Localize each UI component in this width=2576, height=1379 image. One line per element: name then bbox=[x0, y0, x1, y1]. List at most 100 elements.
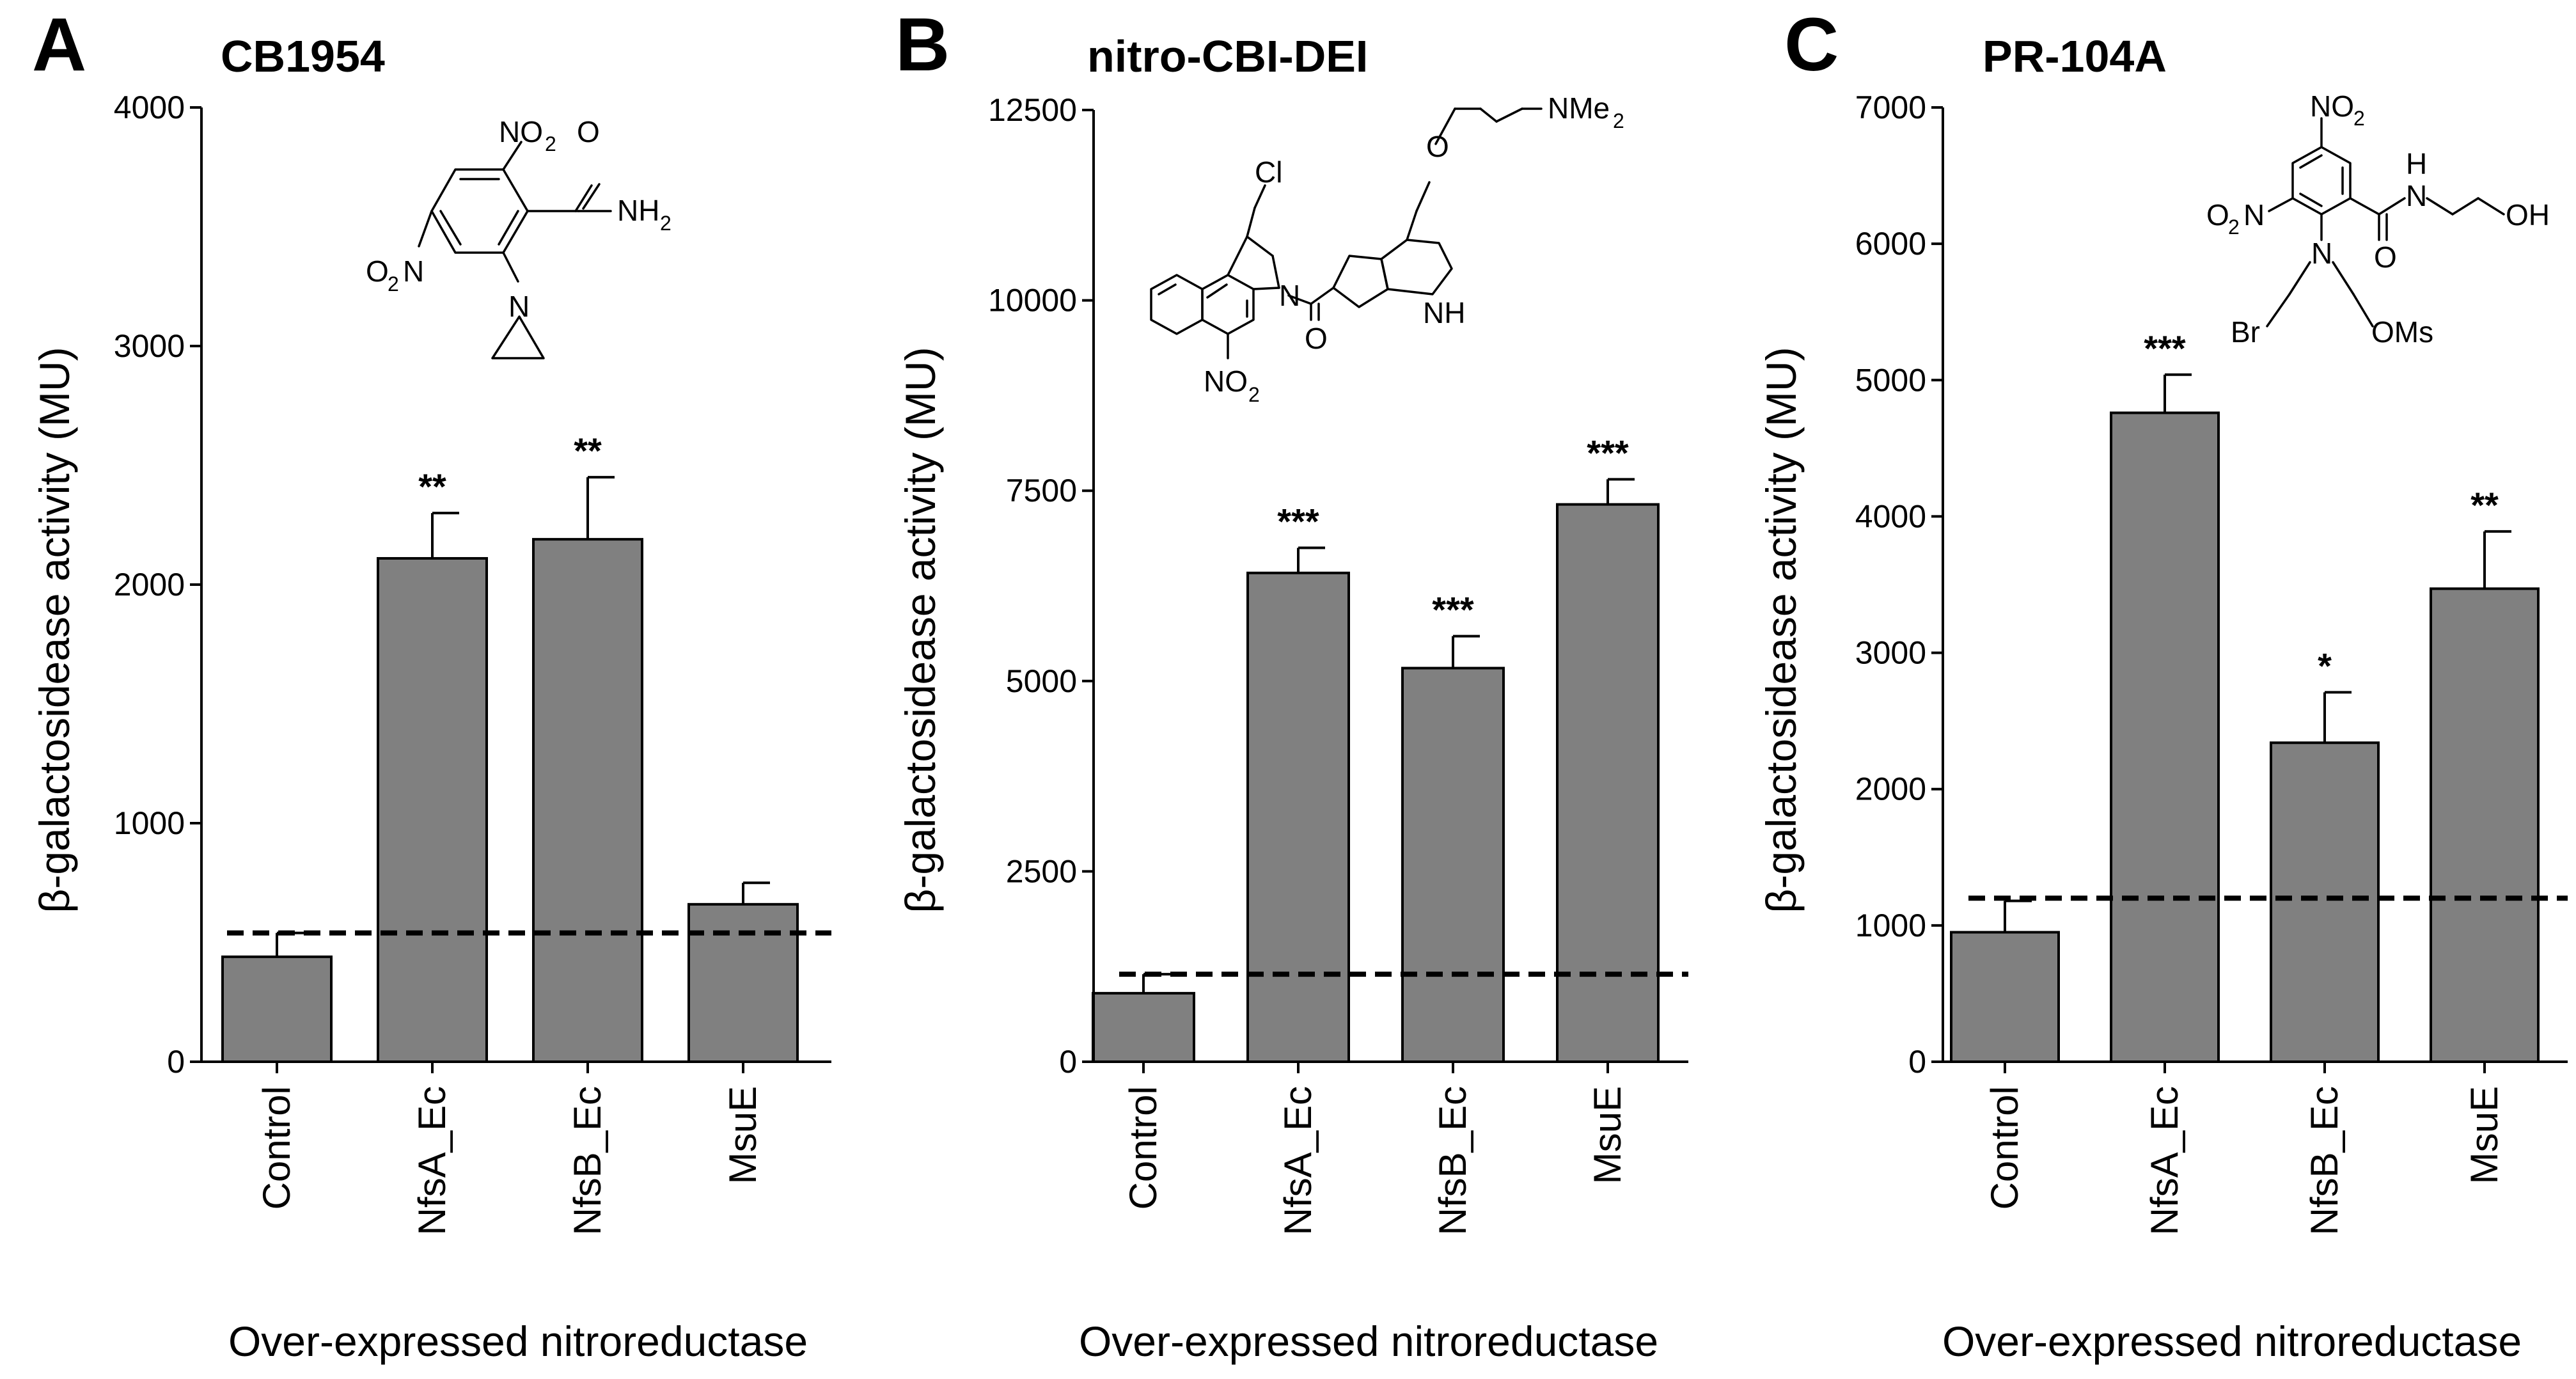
chemical-structure-cb1954: NO 2 O NH 2 O 2 N N bbox=[366, 115, 671, 359]
x-tick-label-c-0: Control bbox=[1983, 1086, 2026, 1210]
pr104a-no2-left-n: N bbox=[2243, 198, 2265, 232]
x-tick-label-a-2: NfsB_Ec bbox=[566, 1086, 609, 1235]
pr104a-no2-left-o: O bbox=[2206, 198, 2229, 232]
pr104a-no2-top: NO bbox=[2310, 90, 2354, 123]
cbi-no2: NO bbox=[1204, 365, 1248, 398]
y-tick-label-c-1: 1000 bbox=[1855, 908, 1926, 943]
bar-a-0 bbox=[221, 955, 333, 1063]
x-tick-label-c-3: MsuE bbox=[2463, 1086, 2506, 1184]
x-axis-label-a: Over-expressed nitroreductase bbox=[228, 1318, 808, 1365]
y-tick-label-a-2: 2000 bbox=[114, 567, 185, 603]
pr104a-carbonyl-o: O bbox=[2374, 240, 2397, 274]
pr104a-no2-top-sub: 2 bbox=[2353, 107, 2365, 130]
bar-b-0 bbox=[1092, 991, 1195, 1064]
cb1954-aziridine-n: N bbox=[508, 290, 530, 323]
cb1954-amide-sub: 2 bbox=[660, 212, 671, 235]
panel-letter-b: B bbox=[895, 3, 950, 87]
panel-letter-c: C bbox=[1784, 3, 1839, 87]
y-tick-label-b-3: 7500 bbox=[1006, 473, 1077, 508]
cbi-ether-o: O bbox=[1426, 130, 1449, 163]
y-axis-label-a: β-galactosidease activity (MU) bbox=[31, 347, 78, 913]
cbi-nh: NH bbox=[1423, 296, 1465, 329]
significance-b-1: *** bbox=[1277, 501, 1319, 541]
y-tick-label-a-0: 0 bbox=[167, 1044, 185, 1080]
bar-a-2 bbox=[532, 538, 643, 1063]
significance-b-3: *** bbox=[1587, 432, 1629, 473]
y-tick-label-b-0: 0 bbox=[1059, 1044, 1077, 1080]
x-tick-label-b-0: Control bbox=[1122, 1086, 1165, 1210]
pr104a-no2-left-sub: 2 bbox=[2228, 216, 2240, 239]
cb1954-no2-left-o: O bbox=[366, 255, 389, 288]
plot-area-c: Control *** NfsA_Ec * NfsB_Ec ** MsuE 0 1000 2000… bbox=[1855, 90, 2568, 1235]
panel-a: A CB1954 β-galactosidease activity (MU) … bbox=[31, 3, 831, 1365]
panel-letter-a: A bbox=[32, 3, 86, 87]
plot-area-a: Control ** NfsA_Ec ** NfsB_Ec MsuE 0 1000 2000 30… bbox=[114, 90, 831, 1235]
bar-b-2 bbox=[1401, 666, 1505, 1064]
x-axis-label-b: Over-expressed nitroreductase bbox=[1079, 1318, 1658, 1365]
panel-title-a: CB1954 bbox=[221, 31, 385, 81]
panel-c: C PR-104A β-galactosidease activity (MU)… bbox=[1757, 3, 2568, 1365]
pr104a-n-center: N bbox=[2311, 237, 2332, 270]
pr104a-br: Br bbox=[2231, 315, 2260, 349]
y-axis-label-b: β-galactosidease activity (MU) bbox=[897, 347, 944, 913]
y-tick-label-c-2: 2000 bbox=[1855, 771, 1926, 807]
y-tick-label-c-0: 0 bbox=[1908, 1044, 1926, 1080]
chemical-structure-pr104a: NO 2 O 2 N N O H N OH Br OMs bbox=[2206, 90, 2550, 349]
pr104a-amide-n: N bbox=[2406, 179, 2427, 212]
significance-a-1: ** bbox=[418, 466, 446, 507]
y-tick-label-c-3: 3000 bbox=[1855, 635, 1926, 671]
cb1954-amide: NH bbox=[617, 194, 659, 227]
cb1954-no2-left-n: N bbox=[403, 255, 424, 288]
cb1954-no2-left-sub: 2 bbox=[388, 272, 399, 296]
pr104a-oms: OMs bbox=[2371, 315, 2433, 349]
bar-b-1 bbox=[1246, 571, 1350, 1063]
cb1954-no2-top-sub: 2 bbox=[545, 132, 556, 155]
cbi-nme-sub: 2 bbox=[1613, 109, 1624, 132]
cb1954-carbonyl-o: O bbox=[577, 115, 600, 148]
y-tick-label-c-7: 7000 bbox=[1855, 90, 1926, 125]
y-axis-label-c: β-galactosidease activity (MU) bbox=[1757, 347, 1805, 913]
x-tick-label-b-3: MsuE bbox=[1586, 1086, 1629, 1184]
panel-title-c: PR-104A bbox=[1983, 31, 2167, 81]
significance-c-2: * bbox=[2318, 645, 2332, 686]
pr104a-oh: OH bbox=[2506, 198, 2550, 232]
y-tick-label-b-1: 2500 bbox=[1006, 853, 1077, 889]
bar-c-1 bbox=[2110, 411, 2220, 1063]
significance-b-2: *** bbox=[1432, 590, 1474, 630]
cbi-no2-sub: 2 bbox=[1248, 383, 1260, 406]
y-tick-label-a-4: 4000 bbox=[114, 90, 185, 125]
y-tick-label-b-5: 12500 bbox=[988, 92, 1077, 128]
cbi-carbonyl-o: O bbox=[1305, 322, 1328, 355]
x-tick-label-b-2: NfsB_Ec bbox=[1431, 1086, 1474, 1235]
x-tick-label-c-1: NfsA_Ec bbox=[2143, 1086, 2186, 1235]
bar-b-3 bbox=[1556, 503, 1660, 1063]
cbi-ring-n: N bbox=[1279, 279, 1300, 312]
y-tick-label-b-4: 10000 bbox=[988, 283, 1077, 319]
plot-area-b: Control *** NfsA_Ec *** NfsB_Ec *** MsuE 0 2500 5… bbox=[988, 92, 1688, 1235]
bar-a-1 bbox=[377, 556, 488, 1063]
panel-title-b: nitro-CBI-DEI bbox=[1087, 31, 1368, 81]
bar-a-3 bbox=[687, 902, 799, 1063]
y-tick-label-a-3: 3000 bbox=[114, 328, 185, 364]
significance-c-1: *** bbox=[2144, 328, 2186, 368]
x-tick-label-b-1: NfsA_Ec bbox=[1276, 1086, 1319, 1235]
significance-c-3: ** bbox=[2470, 485, 2499, 525]
x-tick-label-a-1: NfsA_Ec bbox=[411, 1086, 453, 1235]
bar-c-3 bbox=[2430, 587, 2540, 1063]
cb1954-no2-top: NO bbox=[499, 115, 543, 148]
significance-a-2: ** bbox=[574, 430, 602, 471]
y-tick-label-c-6: 6000 bbox=[1855, 226, 1926, 262]
cbi-nme: NMe bbox=[1548, 91, 1610, 125]
cbi-cl: Cl bbox=[1255, 155, 1282, 189]
x-tick-label-c-2: NfsB_Ec bbox=[2303, 1086, 2346, 1235]
bar-c-2 bbox=[2270, 741, 2380, 1063]
x-axis-label-c: Over-expressed nitroreductase bbox=[1942, 1318, 2522, 1365]
x-tick-label-a-3: MsuE bbox=[721, 1086, 764, 1184]
y-tick-label-a-1: 1000 bbox=[114, 805, 185, 841]
y-tick-label-c-5: 5000 bbox=[1855, 362, 1926, 398]
y-tick-label-b-2: 5000 bbox=[1006, 663, 1077, 699]
y-tick-label-c-4: 4000 bbox=[1855, 498, 1926, 534]
bar-c-0 bbox=[1950, 931, 2060, 1063]
panel-b: B nitro-CBI-DEI β-galactosidease activit… bbox=[895, 3, 1688, 1365]
